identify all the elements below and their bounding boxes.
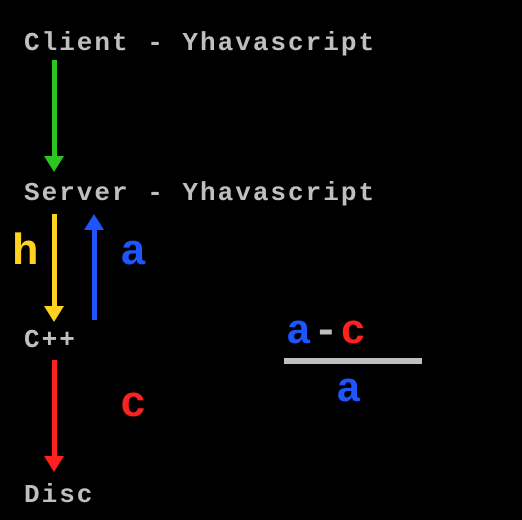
eq-num-a: a [286, 308, 313, 356]
eq-num-minus: - [313, 308, 340, 356]
equation-denominator: a [336, 366, 363, 414]
label-c: c [120, 380, 147, 430]
label-a: a [120, 228, 147, 278]
arrow-client-server-head [44, 156, 64, 172]
eq-num-c: c [340, 308, 367, 356]
arrow-cpp-disc [52, 360, 57, 458]
eq-den-a: a [336, 366, 363, 414]
arrow-cpp-server-head [84, 214, 104, 230]
arrow-client-server [52, 60, 57, 158]
node-cpp: C++ [24, 325, 77, 355]
equation-bar [284, 358, 422, 364]
diagram-canvas: Client - Yhavascript Server - Yhavascrip… [0, 0, 522, 520]
equation-numerator: a-c [286, 308, 368, 356]
arrow-cpp-disc-head [44, 456, 64, 472]
arrow-cpp-server [92, 228, 97, 320]
node-disc: Disc [24, 480, 94, 510]
node-server: Server - Yhavascript [24, 178, 376, 208]
arrow-server-cpp-head [44, 306, 64, 322]
arrow-server-cpp [52, 214, 57, 308]
label-h: h [12, 228, 39, 278]
node-client: Client - Yhavascript [24, 28, 376, 58]
